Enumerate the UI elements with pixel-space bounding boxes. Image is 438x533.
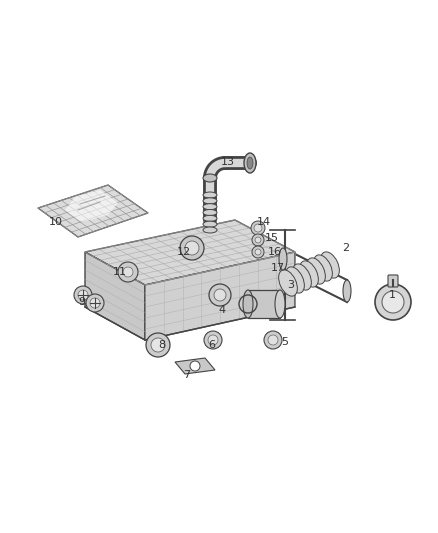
- Ellipse shape: [300, 261, 318, 287]
- Circle shape: [268, 335, 278, 345]
- Circle shape: [264, 331, 282, 349]
- Circle shape: [90, 298, 100, 308]
- Ellipse shape: [244, 153, 256, 173]
- Circle shape: [382, 291, 404, 313]
- Circle shape: [255, 249, 261, 255]
- Circle shape: [204, 331, 222, 349]
- Circle shape: [123, 267, 133, 277]
- Text: 5: 5: [282, 337, 289, 347]
- FancyBboxPatch shape: [388, 275, 398, 287]
- Polygon shape: [85, 220, 295, 285]
- Circle shape: [214, 289, 226, 301]
- Circle shape: [208, 335, 218, 345]
- Circle shape: [255, 237, 261, 243]
- Text: 12: 12: [177, 247, 191, 257]
- Ellipse shape: [203, 227, 217, 233]
- Text: 15: 15: [265, 233, 279, 243]
- Ellipse shape: [321, 252, 339, 278]
- Ellipse shape: [203, 192, 217, 198]
- Text: 1: 1: [389, 290, 396, 300]
- Polygon shape: [85, 252, 145, 340]
- Ellipse shape: [203, 221, 217, 227]
- Text: 10: 10: [49, 217, 63, 227]
- Circle shape: [254, 224, 262, 232]
- Ellipse shape: [343, 280, 351, 302]
- Polygon shape: [175, 358, 215, 374]
- Polygon shape: [145, 252, 295, 340]
- Polygon shape: [248, 290, 280, 318]
- Text: 7: 7: [184, 370, 191, 380]
- Ellipse shape: [286, 267, 304, 293]
- Ellipse shape: [307, 258, 325, 284]
- Text: 16: 16: [268, 247, 282, 257]
- Circle shape: [151, 338, 165, 352]
- Text: 8: 8: [159, 340, 166, 350]
- Ellipse shape: [203, 174, 217, 182]
- Text: 4: 4: [219, 305, 226, 315]
- Polygon shape: [38, 185, 148, 237]
- Polygon shape: [65, 190, 118, 222]
- Circle shape: [86, 294, 104, 312]
- Circle shape: [375, 284, 411, 320]
- Text: 14: 14: [257, 217, 271, 227]
- Text: 11: 11: [113, 267, 127, 277]
- Ellipse shape: [203, 204, 217, 209]
- Text: 6: 6: [208, 340, 215, 350]
- Circle shape: [185, 241, 199, 255]
- Ellipse shape: [203, 215, 217, 221]
- Ellipse shape: [275, 290, 285, 318]
- Ellipse shape: [203, 198, 217, 204]
- Ellipse shape: [243, 290, 253, 318]
- Circle shape: [252, 234, 264, 246]
- Text: 9: 9: [78, 297, 85, 307]
- Ellipse shape: [247, 157, 253, 169]
- Circle shape: [118, 262, 138, 282]
- Circle shape: [190, 361, 200, 371]
- Circle shape: [146, 333, 170, 357]
- Circle shape: [209, 284, 231, 306]
- Text: 13: 13: [221, 157, 235, 167]
- Circle shape: [252, 246, 264, 258]
- Ellipse shape: [279, 248, 287, 270]
- Circle shape: [78, 290, 88, 300]
- Circle shape: [74, 286, 92, 304]
- Ellipse shape: [203, 209, 217, 215]
- Circle shape: [180, 236, 204, 260]
- Circle shape: [251, 221, 265, 235]
- Ellipse shape: [279, 270, 297, 296]
- Text: 17: 17: [271, 263, 285, 273]
- Ellipse shape: [314, 255, 332, 281]
- Text: 3: 3: [287, 280, 294, 290]
- Ellipse shape: [293, 264, 311, 290]
- Text: 2: 2: [343, 243, 350, 253]
